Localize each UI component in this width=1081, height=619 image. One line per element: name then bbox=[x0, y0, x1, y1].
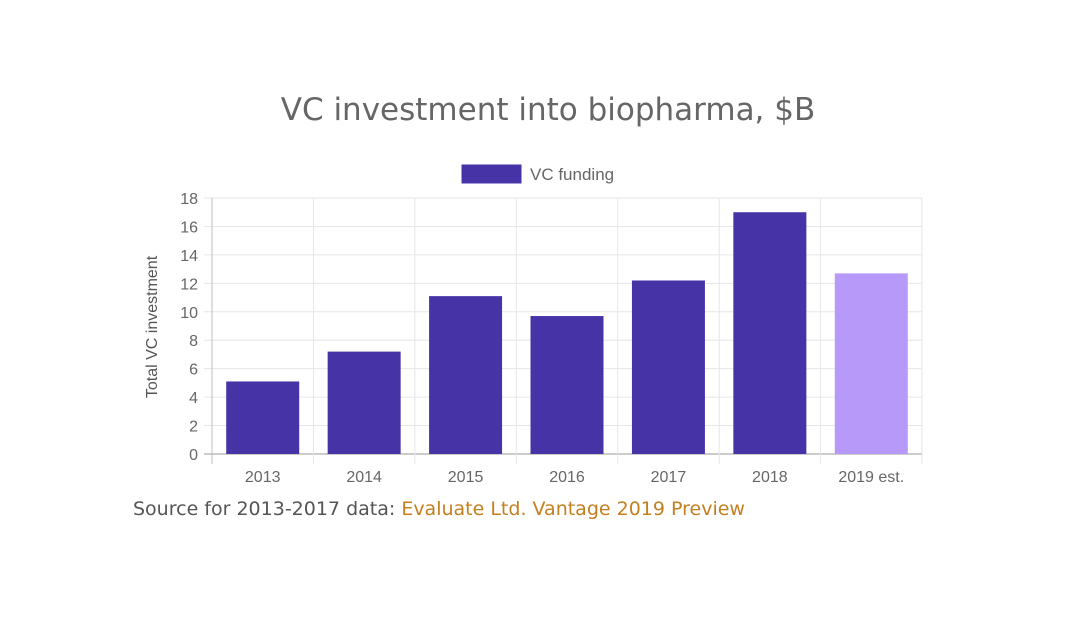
x-axis: 2013 2014 2015 2016 2017 2018 2019 est. bbox=[245, 469, 904, 486]
y-axis: 0 2 4 6 8 10 12 14 16 18 bbox=[180, 191, 198, 464]
y-tick-label: 0 bbox=[189, 447, 198, 464]
bar bbox=[327, 351, 401, 454]
bar bbox=[226, 381, 300, 454]
x-tick-label: 2013 bbox=[245, 469, 281, 486]
chart-title: VC investment into biopharma, $B bbox=[280, 92, 816, 128]
y-tick-label: 10 bbox=[180, 305, 198, 322]
x-tick-label: 2018 bbox=[752, 469, 788, 486]
legend[interactable]: VC funding bbox=[460, 163, 614, 185]
y-axis-label: Total VC investment bbox=[144, 255, 161, 398]
bars bbox=[226, 212, 908, 454]
x-tick-label: 2014 bbox=[346, 469, 382, 486]
y-tick-label: 14 bbox=[180, 248, 198, 265]
y-tick-label: 2 bbox=[189, 419, 198, 436]
x-tick-label: 2017 bbox=[651, 469, 687, 486]
y-tick-label: 12 bbox=[180, 276, 198, 293]
y-tick-label: 16 bbox=[180, 219, 198, 236]
y-tick-label: 8 bbox=[189, 333, 198, 350]
bar bbox=[733, 212, 807, 454]
source-note: Source for 2013-2017 data: Evaluate Ltd.… bbox=[133, 498, 745, 520]
x-tick-label: 2015 bbox=[448, 469, 484, 486]
source-link[interactable]: Evaluate Ltd. Vantage 2019 Preview bbox=[401, 498, 745, 520]
bar bbox=[429, 296, 503, 454]
source-prefix: Source for 2013-2017 data: bbox=[133, 498, 402, 520]
y-tick-label: 4 bbox=[189, 390, 198, 407]
bar bbox=[834, 273, 908, 454]
legend-swatch[interactable] bbox=[460, 163, 523, 185]
x-tick-label: 2019 est. bbox=[838, 469, 904, 486]
y-tick-label: 6 bbox=[189, 362, 198, 379]
x-tick-label: 2016 bbox=[549, 469, 585, 486]
legend-label[interactable]: VC funding bbox=[530, 165, 614, 184]
y-tick-label: 18 bbox=[180, 191, 198, 208]
bar bbox=[530, 316, 604, 454]
bar bbox=[631, 280, 705, 454]
